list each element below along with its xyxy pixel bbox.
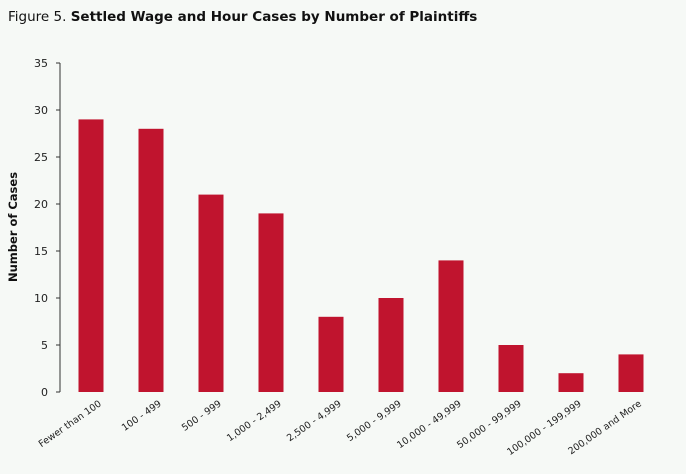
x-axis-labels: Fewer than 100 100 - 499 500 - 999 1,000 - …: [37, 398, 644, 458]
figure-number: Figure 5.: [8, 9, 67, 25]
bar: [558, 373, 584, 392]
x-tick-label: 1,000 - 2,499: [225, 398, 284, 444]
bar: [498, 345, 524, 392]
x-tick-label: Fewer than 100: [37, 398, 104, 450]
x-tick-label: 500 - 999: [180, 398, 224, 433]
y-tick-label: 10: [34, 292, 48, 305]
y-tick-label: 15: [34, 245, 48, 258]
bars-group: [78, 119, 644, 393]
bar: [198, 194, 224, 392]
x-tick-label: 10,000 - 49,999: [395, 398, 464, 451]
bar: [438, 260, 464, 392]
bar: [138, 128, 164, 393]
bar: [258, 213, 284, 392]
bar: [78, 119, 104, 393]
y-tick-label: 0: [41, 386, 48, 399]
x-tick-label: 100 - 499: [120, 398, 164, 433]
y-tick-label: 30: [34, 104, 48, 117]
y-axis-ticks: 0 5 10 15 20 25 30 35: [34, 57, 60, 399]
y-tick-label: 25: [34, 151, 48, 164]
y-tick-label: 5: [41, 339, 48, 352]
bar: [318, 316, 344, 392]
y-axis-title: Number of Cases: [6, 172, 20, 282]
x-tick-label: 2,500 - 4,999: [285, 398, 344, 444]
y-tick-label: 20: [34, 198, 48, 211]
bar: [378, 298, 404, 392]
x-tick-label: 5,000 - 9,999: [345, 398, 404, 444]
figure-title: Figure 5. Settled Wage and Hour Cases by…: [8, 9, 477, 25]
bar: [618, 354, 644, 392]
y-tick-label: 35: [34, 57, 48, 70]
chart-title: Settled Wage and Hour Cases by Number of…: [70, 9, 478, 25]
